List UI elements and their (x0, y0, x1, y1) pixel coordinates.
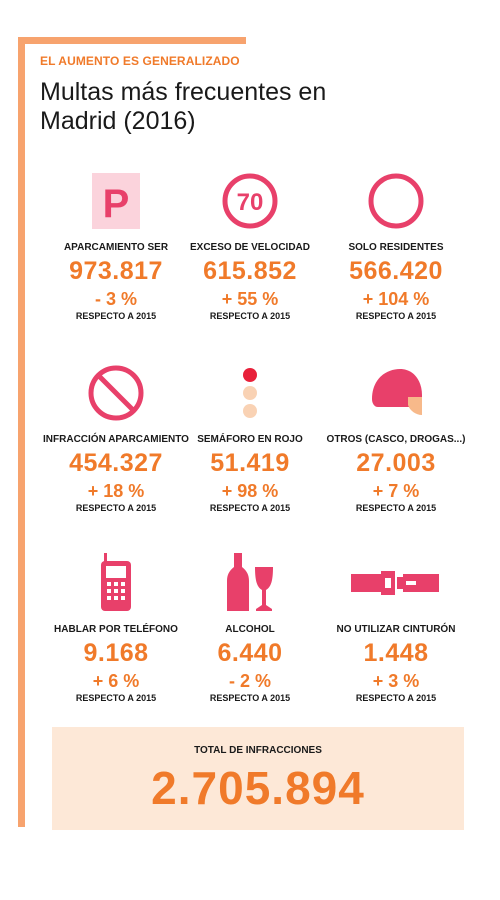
stat-hablar-telefono: HABLAR POR TELÉFONO 9.168 + 6 % RESPECTO… (36, 552, 196, 712)
stat-note: RESPECTO A 2015 (355, 311, 437, 321)
page-title: Multas más frecuentes en Madrid (2016) (40, 78, 327, 135)
stat-change: + 55 % (221, 289, 279, 309)
stat-label: NO UTILIZAR CINTURÓN (336, 624, 456, 635)
stat-note: RESPECTO A 2015 (75, 693, 157, 703)
stat-note: RESPECTO A 2015 (75, 503, 157, 513)
stat-value: 973.817 (69, 257, 163, 285)
total-panel: TOTAL DE INFRACCIONES 2.705.894 (52, 727, 464, 830)
stat-change: + 18 % (87, 481, 145, 501)
stat-label: SEMÁFORO EN ROJO (197, 434, 303, 445)
stat-label: INFRACCIÓN APARCAMIENTO (43, 434, 189, 445)
stat-label: ALCOHOL (225, 624, 275, 635)
stat-value: 6.440 (217, 639, 283, 667)
traffic-light-icon (170, 362, 330, 424)
stat-change: + 98 % (221, 481, 279, 501)
residents-only-circle-icon (316, 170, 476, 232)
kicker-text: EL AUMENTO ES GENERALIZADO (40, 54, 240, 68)
speed-limit-70-icon: 70 (170, 170, 330, 232)
stat-otros: OTROS (CASCO, DROGAS...) 27.003 + 7 % RE… (316, 362, 476, 522)
seatbelt-icon (316, 552, 476, 614)
stat-note: RESPECTO A 2015 (355, 503, 437, 513)
mobile-phone-icon (36, 552, 196, 614)
stat-exceso-velocidad: 70 EXCESO DE VELOCIDAD 615.852 + 55 % RE… (170, 170, 330, 330)
stat-change: + 6 % (92, 671, 140, 691)
stat-value: 615.852 (203, 257, 297, 285)
stat-semaforo-rojo: SEMÁFORO EN ROJO 51.419 + 98 % RESPECTO … (170, 362, 330, 522)
stat-value: 566.420 (349, 257, 443, 285)
svg-text:70: 70 (237, 189, 264, 216)
accent-bar-vertical (18, 37, 25, 827)
stat-label: SOLO RESIDENTES (348, 242, 444, 253)
stat-label: HABLAR POR TELÉFONO (54, 624, 178, 635)
stat-note: RESPECTO A 2015 (75, 311, 157, 321)
stat-note: RESPECTO A 2015 (209, 503, 291, 513)
stat-note: RESPECTO A 2015 (209, 693, 291, 703)
stat-value: 27.003 (356, 449, 436, 477)
bottle-glass-icon (170, 552, 330, 614)
stat-change: - 2 % (228, 671, 271, 691)
stat-infraccion-aparcamiento: INFRACCIÓN APARCAMIENTO 454.327 + 18 % R… (36, 362, 196, 522)
stat-label: EXCESO DE VELOCIDAD (189, 242, 311, 253)
svg-text:P: P (103, 182, 130, 226)
accent-bar-horizontal (18, 37, 246, 44)
total-label: TOTAL DE INFRACCIONES (194, 745, 322, 756)
stat-change: - 3 % (94, 289, 137, 309)
helmet-icon (316, 362, 476, 424)
stat-solo-residentes: SOLO RESIDENTES 566.420 + 104 % RESPECTO… (316, 170, 476, 330)
stat-alcohol: ALCOHOL 6.440 - 2 % RESPECTO A 2015 (170, 552, 330, 712)
stat-value: 51.419 (210, 449, 290, 477)
stat-value: 9.168 (83, 639, 149, 667)
stat-change: + 3 % (372, 671, 420, 691)
stat-change: + 104 % (362, 289, 430, 309)
stat-change: + 7 % (372, 481, 420, 501)
stat-note: RESPECTO A 2015 (209, 311, 291, 321)
stat-label: APARCAMIENTO SER (63, 242, 169, 253)
parking-p-icon: P (36, 170, 196, 232)
stat-value: 1.448 (363, 639, 429, 667)
stat-aparcamiento-ser: P APARCAMIENTO SER 973.817 - 3 % RESPECT… (36, 170, 196, 330)
stat-cinturon: NO UTILIZAR CINTURÓN 1.448 + 3 % RESPECT… (316, 552, 476, 712)
stat-note: RESPECTO A 2015 (355, 693, 437, 703)
total-value: 2.705.894 (151, 762, 365, 814)
stat-value: 454.327 (69, 449, 163, 477)
stat-label: OTROS (CASCO, DROGAS...) (326, 434, 466, 445)
no-parking-icon (36, 362, 196, 424)
